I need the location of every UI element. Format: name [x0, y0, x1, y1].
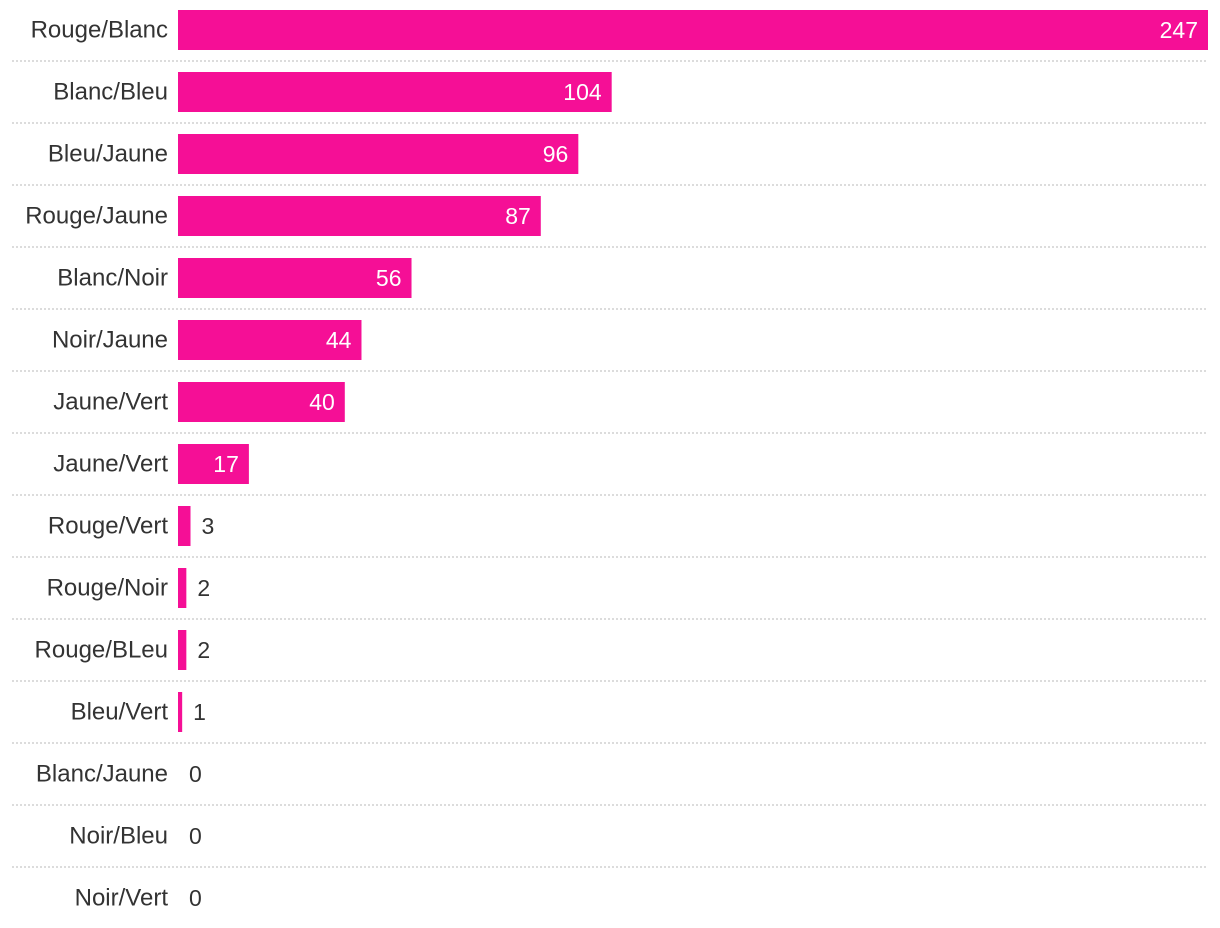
- value-label: 0: [189, 823, 202, 849]
- category-label: Rouge/Jaune: [25, 203, 168, 230]
- value-label: 2: [197, 575, 210, 601]
- bar: [178, 444, 249, 484]
- category-label: Jaune/Vert: [53, 451, 168, 478]
- category-label: Rouge/Blanc: [31, 17, 168, 44]
- value-label: 0: [189, 761, 202, 787]
- category-label: Bleu/Jaune: [48, 141, 168, 168]
- bar: [178, 506, 191, 546]
- value-labels: 247 104 96 87 56 44 40 17 3 2 2 1 0 0 0: [189, 17, 1198, 911]
- value-label: 3: [202, 513, 215, 539]
- category-label: Rouge/BLeu: [35, 637, 168, 664]
- value-label: 40: [309, 389, 335, 415]
- category-label: Blanc/Bleu: [53, 79, 168, 106]
- category-label: Rouge/Noir: [47, 575, 168, 602]
- bar: [178, 382, 345, 422]
- bars-group: [178, 10, 1208, 732]
- value-label: 247: [1160, 17, 1198, 43]
- category-label: Noir/Jaune: [52, 327, 168, 354]
- bar: [178, 320, 362, 360]
- value-label: 17: [213, 451, 239, 477]
- bar: [178, 258, 412, 298]
- value-label: 56: [376, 265, 402, 291]
- bar: [178, 10, 1208, 50]
- bar: [178, 196, 541, 236]
- category-label: Noir/Vert: [75, 885, 169, 912]
- value-label: 2: [197, 637, 210, 663]
- category-label: Blanc/Jaune: [36, 761, 168, 788]
- bar: [178, 134, 579, 174]
- value-label: 44: [326, 327, 352, 353]
- category-label: Rouge/Vert: [48, 513, 168, 540]
- bar: [178, 692, 183, 732]
- value-label: 96: [543, 141, 569, 167]
- value-label: 104: [563, 79, 602, 105]
- bar: [178, 568, 187, 608]
- bar: [178, 72, 612, 112]
- row-separators: [12, 60, 1208, 868]
- category-label: Jaune/Vert: [53, 389, 168, 416]
- category-labels: Rouge/Blanc Blanc/Bleu Bleu/Jaune Rouge/Jau…: [25, 17, 168, 912]
- value-label: 87: [505, 203, 531, 229]
- category-label: Noir/Bleu: [69, 823, 168, 850]
- value-label: 0: [189, 885, 202, 911]
- category-label: Blanc/Noir: [57, 265, 168, 292]
- value-label: 1: [193, 699, 206, 725]
- bar: [178, 630, 187, 670]
- category-label: Bleu/Vert: [71, 699, 169, 726]
